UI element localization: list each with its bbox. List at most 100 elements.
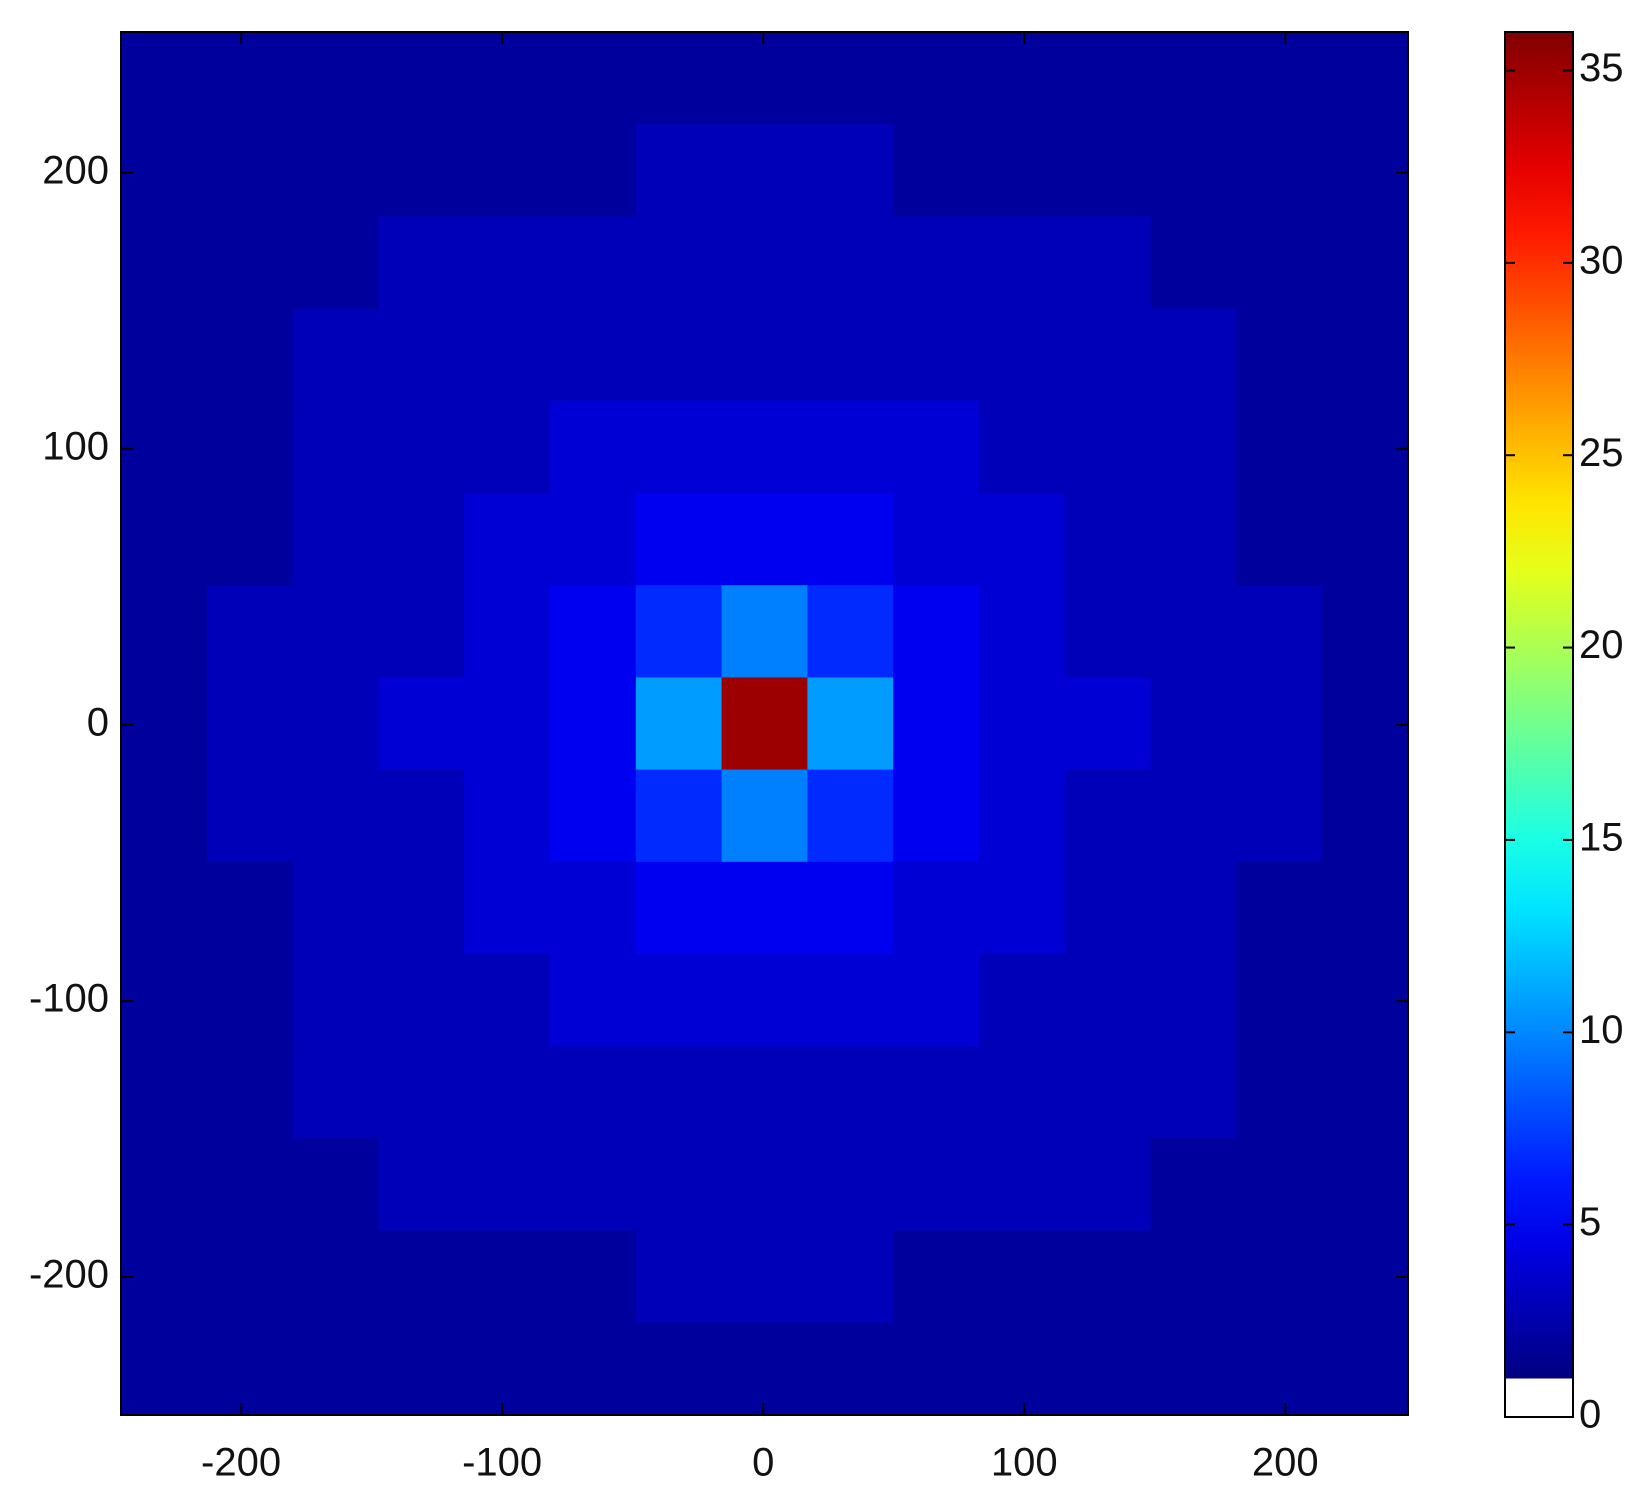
heat-cell xyxy=(1322,585,1409,678)
heat-cell xyxy=(635,124,723,217)
heat-cell xyxy=(979,400,1066,494)
heat-cell xyxy=(1064,308,1152,402)
heat-cell xyxy=(807,308,894,402)
heat-cell xyxy=(206,769,294,863)
heat-cell xyxy=(1322,861,1409,955)
heat-cell xyxy=(1064,1322,1152,1416)
heat-cell xyxy=(635,1046,723,1139)
heat-cell xyxy=(721,400,808,494)
heat-cell xyxy=(378,769,465,863)
heat-cell xyxy=(1236,216,1323,310)
heat-cell xyxy=(550,1322,637,1416)
colorbar-tick-label: 20 xyxy=(1579,623,1624,667)
heat-cell xyxy=(550,1138,637,1232)
heat-cell xyxy=(807,861,894,955)
y-tick-label: 100 xyxy=(42,424,109,468)
heat-cell xyxy=(464,124,551,217)
heat-cell xyxy=(979,769,1066,863)
heat-cell xyxy=(206,400,294,494)
heat-cell xyxy=(1064,954,1152,1047)
x-tick-label: 200 xyxy=(1252,1441,1319,1485)
heat-cell xyxy=(1150,585,1237,678)
heat-cell xyxy=(292,677,379,771)
heat-cell xyxy=(635,1230,723,1324)
heat-cell xyxy=(1150,769,1237,863)
heat-cell xyxy=(721,308,808,402)
heat-cell xyxy=(1322,400,1409,494)
x-tick-label: -200 xyxy=(201,1441,281,1485)
heat-cell xyxy=(1064,769,1152,863)
heat-cell xyxy=(206,216,294,310)
heat-cell xyxy=(550,585,637,678)
heat-cell xyxy=(1236,1046,1323,1139)
heat-cell xyxy=(893,1230,980,1324)
heat-cell xyxy=(721,861,808,955)
heat-cell xyxy=(464,769,551,863)
heat-cell xyxy=(1150,400,1237,494)
heat-cell xyxy=(1322,493,1409,586)
heat-cell xyxy=(1322,769,1409,863)
heat-cell xyxy=(550,954,637,1047)
heat-cell xyxy=(893,308,980,402)
heat-cell xyxy=(807,1322,894,1416)
heat-cell xyxy=(121,216,208,310)
heat-cell xyxy=(1322,124,1409,217)
heat-cell xyxy=(979,1046,1066,1139)
heat-cell xyxy=(292,769,379,863)
heat-cell xyxy=(378,677,465,771)
heat-cell xyxy=(807,1230,894,1324)
colorbar-tick-label: 35 xyxy=(1579,46,1624,90)
x-tick-label: -100 xyxy=(462,1441,542,1485)
heat-cell xyxy=(206,308,294,402)
heat-cell xyxy=(378,1230,465,1324)
heat-cell xyxy=(1150,1230,1237,1324)
heat-cell xyxy=(550,124,637,217)
colorbar xyxy=(1505,32,1573,1379)
heat-cell xyxy=(1064,216,1152,310)
heat-cell xyxy=(292,954,379,1047)
heat-cell xyxy=(121,308,208,402)
heat-cell xyxy=(893,124,980,217)
heat-cell xyxy=(121,124,208,217)
heat-cell xyxy=(807,216,894,310)
heat-cell xyxy=(893,1046,980,1139)
heat-cell xyxy=(807,677,894,771)
heat-cell xyxy=(1322,954,1409,1047)
heat-cell xyxy=(807,1138,894,1232)
heat-cell xyxy=(635,769,723,863)
heat-cell xyxy=(206,585,294,678)
colorbar-tick-label: 0 xyxy=(1579,1393,1601,1437)
heat-cell xyxy=(292,1322,379,1416)
heat-cell xyxy=(1236,493,1323,586)
heat-cell xyxy=(1150,677,1237,771)
heat-cell xyxy=(292,308,379,402)
y-tick-label: 200 xyxy=(42,148,109,192)
heat-cell xyxy=(1150,861,1237,955)
heat-cell xyxy=(121,954,208,1047)
heat-cell xyxy=(206,861,294,955)
heat-cell xyxy=(1236,861,1323,955)
heat-cell xyxy=(979,1322,1066,1416)
heat-cell xyxy=(1150,1046,1237,1139)
heat-cell xyxy=(1236,677,1323,771)
heat-cell xyxy=(550,1046,637,1139)
heat-cell xyxy=(635,216,723,310)
heat-cell xyxy=(893,769,980,863)
heat-cell xyxy=(635,954,723,1047)
heat-cell xyxy=(979,585,1066,678)
heat-cell xyxy=(464,400,551,494)
heat-cell xyxy=(979,861,1066,955)
heat-cell xyxy=(1150,308,1237,402)
heat-cell xyxy=(550,493,637,586)
heat-cell xyxy=(206,32,294,125)
heat-cell xyxy=(121,769,208,863)
heat-cell xyxy=(292,861,379,955)
heat-cell xyxy=(1064,493,1152,586)
heat-cell xyxy=(121,400,208,494)
heat-cell xyxy=(206,1046,294,1139)
heat-cell xyxy=(979,308,1066,402)
heat-cell xyxy=(893,954,980,1047)
heat-cell xyxy=(292,1138,379,1232)
colorbar-tick-label: 10 xyxy=(1579,1008,1624,1052)
heat-cell xyxy=(292,493,379,586)
